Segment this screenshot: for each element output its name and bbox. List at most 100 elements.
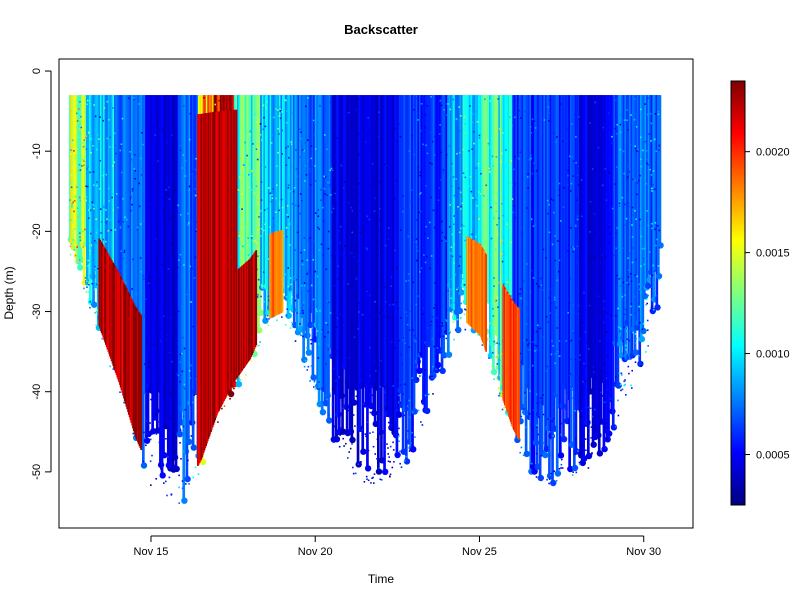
backscatter-point bbox=[387, 227, 390, 229]
backscatter-point bbox=[369, 411, 372, 414]
backscatter-point bbox=[621, 247, 624, 250]
backscatter-point bbox=[584, 380, 587, 382]
backscatter-point bbox=[554, 482, 557, 484]
backscatter-point bbox=[598, 431, 601, 433]
backscatter-point bbox=[191, 267, 193, 270]
profile-column bbox=[521, 95, 525, 363]
backscatter-point bbox=[387, 388, 390, 391]
profile-column bbox=[415, 95, 419, 362]
backscatter-point bbox=[290, 165, 292, 167]
profile-column bbox=[467, 95, 470, 272]
profile-column bbox=[580, 95, 584, 463]
backscatter-point bbox=[214, 103, 216, 106]
backscatter-point bbox=[375, 101, 377, 103]
backscatter-point bbox=[606, 311, 609, 314]
backscatter-point bbox=[179, 144, 182, 147]
backscatter-point bbox=[187, 223, 189, 226]
backscatter-point bbox=[358, 193, 361, 195]
backscatter-point bbox=[627, 202, 629, 204]
backscatter-point bbox=[188, 222, 190, 224]
backscatter-point bbox=[378, 432, 381, 435]
backscatter-point bbox=[391, 429, 393, 432]
backscatter-point bbox=[634, 361, 637, 363]
backscatter-point bbox=[399, 136, 402, 138]
profile-column bbox=[405, 95, 408, 462]
backscatter-point bbox=[632, 247, 634, 249]
profile-column bbox=[513, 95, 517, 376]
backscatter-point bbox=[296, 231, 299, 234]
profile-column bbox=[487, 95, 491, 301]
backscatter-point bbox=[358, 377, 361, 380]
backscatter-point bbox=[584, 156, 587, 158]
backscatter-point bbox=[532, 271, 534, 274]
profile-bottom-point bbox=[310, 374, 317, 381]
backscatter-point bbox=[591, 396, 594, 399]
backscatter-point bbox=[82, 138, 85, 141]
backscatter-point bbox=[600, 421, 602, 423]
backscatter-point bbox=[147, 432, 150, 435]
profile-column bbox=[625, 95, 629, 323]
backscatter-point bbox=[368, 346, 371, 349]
profile-bottom-point bbox=[262, 317, 269, 324]
backscatter-point bbox=[263, 116, 265, 119]
backscatter-point bbox=[570, 358, 572, 360]
backscatter-point bbox=[484, 98, 486, 100]
backscatter-point bbox=[609, 410, 611, 413]
profile-column bbox=[411, 95, 414, 450]
backscatter-point bbox=[527, 187, 529, 189]
backscatter-point bbox=[424, 341, 426, 344]
backscatter-point bbox=[571, 245, 573, 248]
backscatter-point bbox=[496, 363, 499, 365]
backscatter-point bbox=[458, 151, 461, 154]
profile-column bbox=[531, 95, 534, 467]
backscatter-point bbox=[431, 163, 433, 165]
backscatter-point bbox=[125, 218, 128, 221]
backscatter-point bbox=[534, 344, 536, 346]
backscatter-point bbox=[658, 149, 660, 151]
backscatter-point bbox=[161, 128, 164, 131]
backscatter-point bbox=[453, 274, 456, 277]
backscatter-point bbox=[397, 326, 399, 329]
profile-bottom-point bbox=[285, 312, 292, 319]
backscatter-point bbox=[86, 168, 88, 170]
backscatter-point bbox=[179, 374, 182, 377]
backscatter-point bbox=[339, 284, 341, 286]
high-backscatter-column bbox=[485, 254, 487, 352]
backscatter-point bbox=[318, 381, 320, 383]
backscatter-point bbox=[257, 294, 259, 296]
profile-column bbox=[70, 95, 74, 242]
profile-column bbox=[417, 95, 421, 371]
backscatter-point bbox=[358, 394, 361, 396]
profile-column bbox=[479, 95, 483, 334]
profile-column bbox=[478, 95, 481, 297]
profile-column bbox=[610, 95, 614, 412]
backscatter-point bbox=[494, 153, 497, 156]
backscatter-point bbox=[333, 190, 335, 192]
backscatter-point bbox=[299, 314, 302, 317]
backscatter-point bbox=[623, 326, 625, 329]
backscatter-point bbox=[402, 393, 404, 395]
profile-column bbox=[344, 95, 347, 407]
backscatter-point bbox=[77, 136, 79, 138]
backscatter-point bbox=[112, 368, 115, 370]
backscatter-point bbox=[517, 98, 519, 101]
backscatter-point bbox=[174, 189, 176, 191]
backscatter-point bbox=[565, 408, 567, 410]
backscatter-point bbox=[133, 168, 135, 170]
backscatter-point bbox=[523, 339, 525, 342]
backscatter-point bbox=[621, 388, 624, 391]
backscatter-point bbox=[182, 415, 185, 418]
backscatter-point bbox=[383, 286, 386, 288]
backscatter-point bbox=[437, 199, 440, 201]
backscatter-point bbox=[549, 99, 551, 101]
backscatter-point bbox=[460, 227, 462, 230]
profile-column bbox=[188, 95, 192, 403]
backscatter-point bbox=[328, 230, 330, 233]
backscatter-point bbox=[404, 383, 406, 386]
profile-column bbox=[604, 95, 607, 431]
backscatter-point bbox=[340, 301, 342, 303]
profile-column bbox=[403, 95, 407, 409]
backscatter-point bbox=[381, 127, 383, 129]
backscatter-point bbox=[440, 151, 442, 154]
